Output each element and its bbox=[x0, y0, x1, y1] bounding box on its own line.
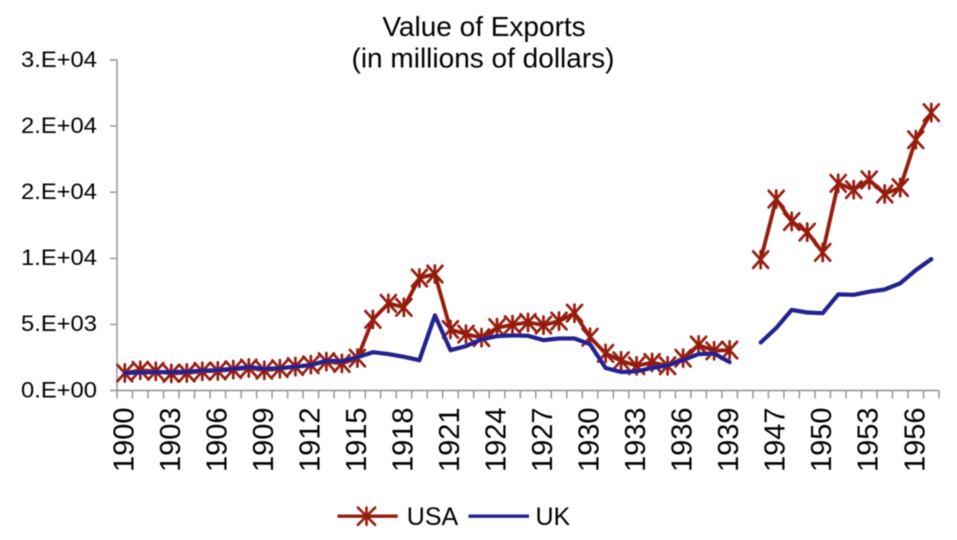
svg-text:1912: 1912 bbox=[294, 408, 326, 473]
svg-text:1933: 1933 bbox=[620, 408, 652, 473]
svg-text:USA: USA bbox=[407, 503, 459, 531]
svg-text:1924: 1924 bbox=[481, 408, 513, 473]
svg-text:0.E+00: 0.E+00 bbox=[21, 377, 97, 402]
svg-text:Value of Exports: Value of Exports bbox=[382, 11, 585, 42]
svg-text:1936: 1936 bbox=[667, 408, 699, 473]
svg-text:5.E+03: 5.E+03 bbox=[21, 311, 97, 336]
svg-text:1950: 1950 bbox=[806, 408, 838, 473]
svg-text:1918: 1918 bbox=[387, 408, 419, 473]
svg-text:1953: 1953 bbox=[853, 408, 885, 473]
svg-text:1939: 1939 bbox=[713, 408, 745, 473]
svg-text:1.E+04: 1.E+04 bbox=[21, 245, 97, 270]
svg-text:1900: 1900 bbox=[108, 408, 140, 473]
svg-text:2.E+04: 2.E+04 bbox=[21, 179, 97, 204]
svg-text:3.E+04: 3.E+04 bbox=[21, 47, 97, 72]
svg-text:1915: 1915 bbox=[341, 408, 373, 473]
svg-text:1921: 1921 bbox=[434, 408, 466, 473]
svg-text:1906: 1906 bbox=[201, 408, 233, 473]
svg-text:1930: 1930 bbox=[574, 408, 606, 473]
svg-text:1909: 1909 bbox=[248, 408, 280, 473]
svg-text:2.E+04: 2.E+04 bbox=[21, 113, 97, 138]
svg-text:1956: 1956 bbox=[899, 408, 931, 473]
svg-text:(in millions of dollars): (in millions of dollars) bbox=[352, 43, 615, 74]
svg-text:1927: 1927 bbox=[527, 408, 559, 473]
svg-text:1903: 1903 bbox=[155, 408, 187, 473]
svg-text:UK: UK bbox=[536, 503, 571, 531]
svg-text:1947: 1947 bbox=[760, 408, 792, 473]
